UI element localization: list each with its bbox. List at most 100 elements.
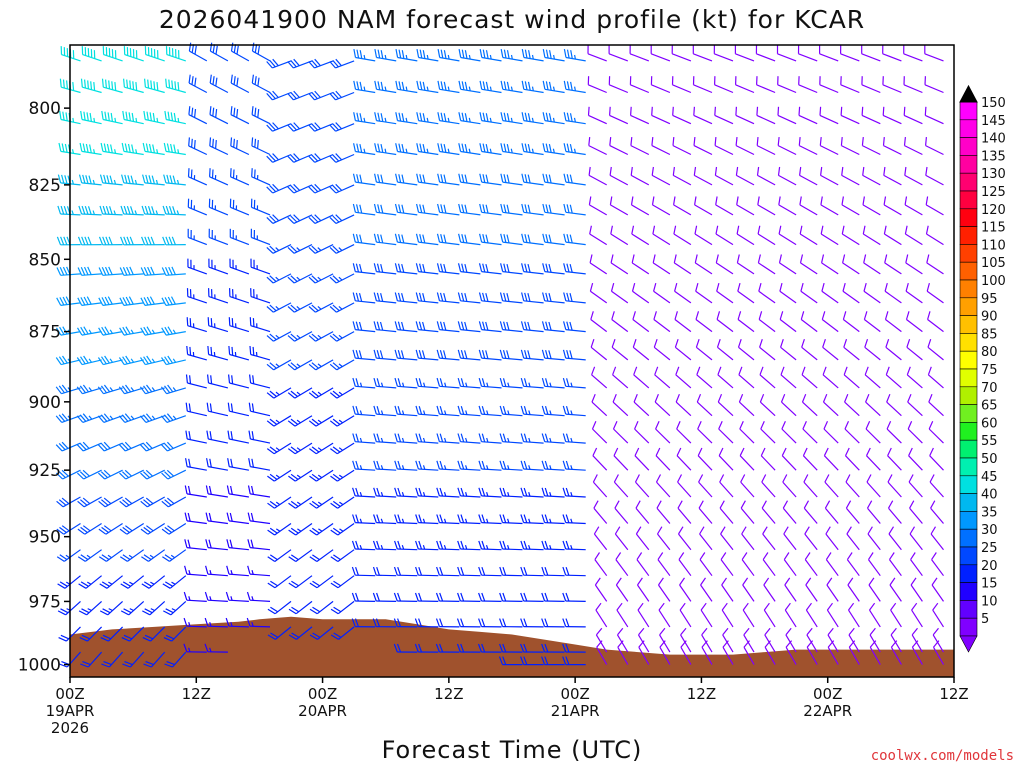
wind-barb xyxy=(457,263,481,275)
wind-barb xyxy=(123,46,144,62)
colorbar-label: 25 xyxy=(981,541,998,556)
barb-shaft xyxy=(397,211,418,216)
barb-shaft xyxy=(930,507,944,524)
wind-barb xyxy=(739,447,755,471)
barb-flag xyxy=(377,143,381,153)
barb-flag xyxy=(890,602,897,611)
barb-shaft xyxy=(613,481,629,498)
barb-flag xyxy=(266,61,273,69)
barb-shaft xyxy=(590,290,608,304)
barb-flag xyxy=(166,441,174,449)
wind-barb xyxy=(721,602,734,628)
barb-flag xyxy=(548,204,552,214)
barb-half-flag xyxy=(507,518,510,524)
barb-shaft xyxy=(869,646,881,665)
wind-barb xyxy=(819,137,839,156)
barb-flag xyxy=(563,263,567,272)
wind-barb xyxy=(742,577,755,602)
barb-half-flag xyxy=(380,410,384,415)
barb-flag xyxy=(168,266,173,276)
barb-half-flag xyxy=(570,382,573,387)
barb-flag xyxy=(524,321,528,331)
barb-shaft xyxy=(355,181,376,186)
wind-barb xyxy=(905,311,923,333)
barb-shaft xyxy=(252,82,271,94)
wind-barb xyxy=(699,552,713,577)
barb-flag xyxy=(166,469,175,477)
barb-shaft xyxy=(209,206,229,216)
barb-shaft xyxy=(376,548,397,551)
barb-half-flag xyxy=(113,210,116,215)
wind-barb xyxy=(653,339,671,361)
wind-barb xyxy=(764,627,776,653)
wind-barb xyxy=(799,166,818,186)
barb-flag xyxy=(801,393,807,403)
barb-shaft xyxy=(187,296,207,304)
barb-flag xyxy=(737,311,742,320)
wind-barb xyxy=(499,566,523,577)
barb-flag xyxy=(60,634,69,640)
barb-shaft xyxy=(926,290,944,304)
barb-shaft xyxy=(738,401,755,417)
wind-barb xyxy=(267,469,292,482)
barb-flag xyxy=(885,339,890,348)
barb-flag xyxy=(524,81,528,90)
wind-barb xyxy=(823,420,839,444)
barb-shaft xyxy=(376,329,397,333)
barb-shaft xyxy=(658,584,671,602)
barb-flag xyxy=(422,143,426,153)
wind-barb xyxy=(478,540,502,551)
barb-shaft xyxy=(208,493,228,498)
barb-shaft xyxy=(544,574,565,577)
barb-flag xyxy=(78,205,83,215)
barb-flag xyxy=(353,112,356,121)
barb-flag xyxy=(569,234,573,244)
wind-barb xyxy=(861,106,881,125)
barb-flag xyxy=(63,206,68,215)
barb-flag xyxy=(592,474,598,483)
barb-shaft xyxy=(635,533,650,551)
barb-flag xyxy=(485,143,489,153)
wind-barb xyxy=(698,500,713,524)
barb-shaft xyxy=(869,634,881,653)
barb-flag xyxy=(527,263,531,273)
barb-flag xyxy=(401,293,405,302)
barb-flag xyxy=(596,640,603,648)
barb-shaft xyxy=(188,114,208,125)
barb-flag xyxy=(152,112,156,122)
barb-shaft xyxy=(657,559,671,577)
colorbar-swatch xyxy=(959,279,978,299)
barb-shaft xyxy=(166,118,186,125)
barb-shaft xyxy=(655,428,671,444)
barb-shaft xyxy=(906,319,923,333)
barb-flag xyxy=(888,552,895,560)
barb-flag xyxy=(563,112,567,121)
barb-shaft xyxy=(107,600,124,616)
barb-flag xyxy=(563,143,567,152)
barb-shaft xyxy=(102,150,123,156)
barb-shaft xyxy=(397,495,418,498)
wind-barb xyxy=(251,137,271,156)
barb-half-flag xyxy=(405,54,408,60)
wind-barb xyxy=(373,203,397,216)
barb-flag xyxy=(205,512,209,522)
barb-flag xyxy=(500,80,504,90)
barb-shaft xyxy=(781,428,797,444)
barb-flag xyxy=(375,618,380,627)
wind-barb xyxy=(119,266,144,276)
barb-flag xyxy=(309,556,318,563)
barb-flag xyxy=(542,263,546,272)
barb-half-flag xyxy=(151,387,156,392)
barb-half-flag xyxy=(130,387,135,392)
barb-flag xyxy=(81,236,86,246)
barb-shaft xyxy=(861,114,881,125)
wind-barb xyxy=(185,402,207,417)
barb-flag xyxy=(288,502,296,509)
barb-flag xyxy=(143,663,152,668)
barb-flag xyxy=(56,528,65,535)
barb-flag xyxy=(311,333,319,341)
barb-flag xyxy=(500,233,504,243)
barb-flag xyxy=(352,233,356,243)
barb-flag xyxy=(267,475,275,482)
wind-barb xyxy=(373,514,397,525)
